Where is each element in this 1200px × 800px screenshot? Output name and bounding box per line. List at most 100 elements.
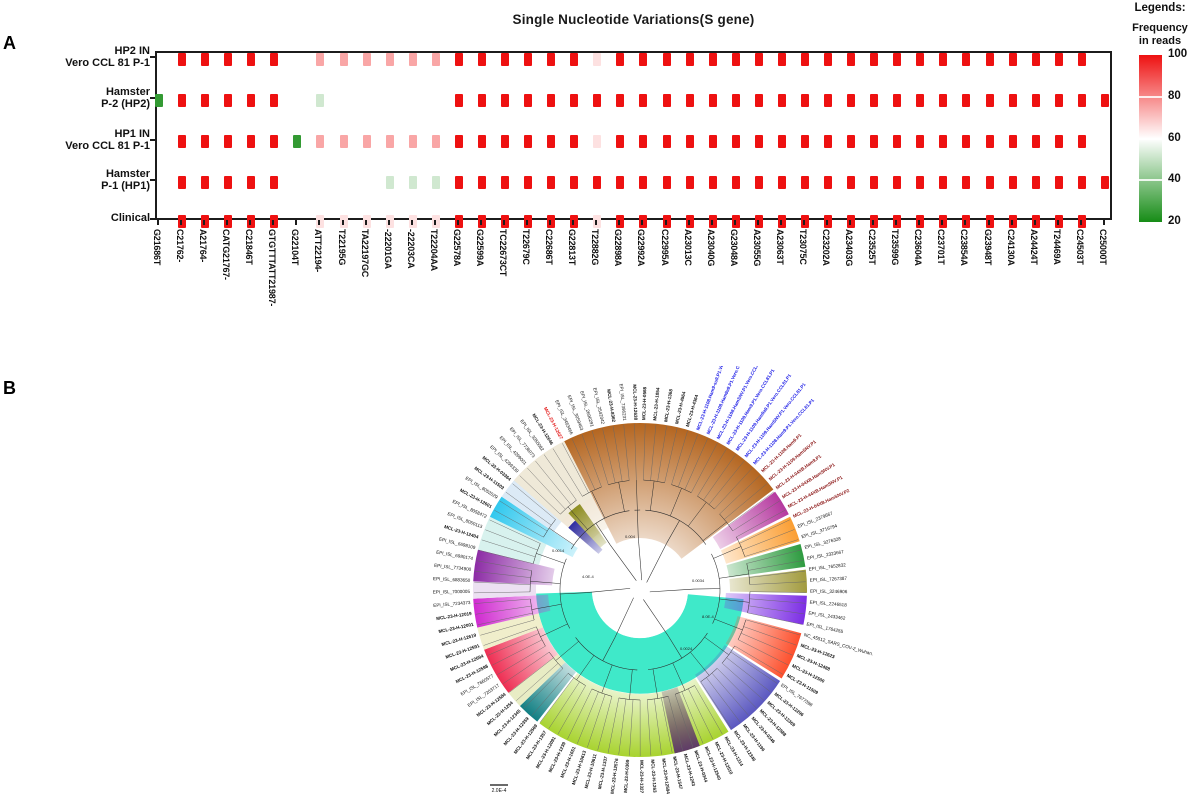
heatmap-cell (339, 135, 348, 148)
heatmap-cell (685, 93, 694, 107)
branch-root (643, 599, 669, 637)
x-axis-tick (526, 220, 529, 225)
heatmap-cell (754, 175, 763, 189)
branch-line (678, 434, 698, 487)
heatmap-column-label: TA22197GC (359, 229, 370, 278)
heatmap-cell (1008, 93, 1017, 107)
heatmap-column-label: C24503T (1074, 229, 1085, 265)
heatmap-cell (293, 135, 302, 148)
branch-line (487, 633, 540, 656)
heatmap-row-label: Clinical (110, 212, 150, 224)
y-axis-tick (150, 179, 155, 181)
heatmap-cell (477, 214, 486, 228)
colorbar-notch (1139, 95, 1162, 98)
leaf-label: NC_45512_SARS_COV-2_Wuhan. (803, 632, 873, 656)
clade-pale-tan-2 (514, 441, 593, 522)
leaf-label: EPI_ISL_2542042 (592, 387, 605, 425)
heatmap-cell (662, 52, 671, 66)
heatmap-column-label: A23040G (705, 229, 716, 267)
heatmap-column-label: G22898A (613, 229, 624, 267)
branch-line (749, 598, 806, 604)
heatmap-cell (777, 175, 786, 189)
heatmap-cell (893, 175, 902, 189)
heatmap-cell (524, 135, 533, 148)
heatmap-cell (570, 135, 579, 148)
clade-pale-blue (501, 480, 562, 532)
heatmap-cell (616, 175, 625, 189)
heatmap-cell (847, 93, 856, 107)
heatmap-cell (339, 214, 348, 228)
heatmap-column-label: C23202A (821, 229, 832, 266)
heatmap-cell (247, 93, 256, 107)
heatmap-column-label: C23701T (936, 229, 947, 265)
branch-line (485, 529, 538, 551)
heatmap-cell (985, 175, 994, 189)
heatmap-cell (685, 52, 694, 66)
heatmap-cell (1054, 175, 1063, 189)
heatmap-column-label: C22686T (544, 229, 555, 265)
x-axis-tick (272, 220, 275, 225)
heatmap-cell (1008, 135, 1017, 148)
heatmap-cell (547, 214, 556, 228)
branch-root (586, 588, 631, 593)
branch-line (483, 626, 537, 646)
heatmap-column-label: G23048A (728, 229, 739, 267)
heatmap-cell (178, 135, 187, 148)
branch-line (557, 685, 586, 735)
leaf-label: MCL-23-H-10611 (584, 753, 598, 789)
branch-line (708, 460, 745, 505)
branch-line (505, 491, 552, 526)
heatmap-cell (1100, 175, 1109, 189)
branch-stem (652, 668, 659, 699)
branch-line (721, 663, 765, 701)
branch-line (744, 539, 799, 557)
leaf-label: MCL-23-H-1054 (652, 387, 660, 421)
branch-line (523, 668, 564, 709)
heatmap-cell (477, 135, 486, 148)
branch-line (519, 475, 561, 515)
x-axis-tick (318, 220, 321, 225)
heatmap-cell (178, 93, 187, 107)
heatmap-cell (178, 175, 187, 189)
branch-line (668, 696, 683, 751)
branch-stem (688, 502, 707, 527)
branch-stem (531, 604, 562, 610)
branch-line (671, 430, 688, 485)
heatmap-cell (708, 52, 717, 66)
heatmap-row-label: HP2 IN Vero CCL 81 P-1 (65, 45, 150, 70)
heatmap-cell (454, 135, 463, 148)
branch-line (587, 694, 606, 748)
heatmap-cell (201, 93, 210, 107)
x-axis-tick (503, 220, 506, 225)
leaf-label: EPI_ISL_2246518 (809, 600, 847, 608)
heatmap-cell (916, 175, 925, 189)
heatmap-column-label: A23403G (844, 229, 855, 267)
heatmap-column-label: T23075C (797, 229, 808, 265)
scale-bar-label: 2.0E-4 (492, 788, 507, 794)
heatmap-row-label: Hamster P-1 (HP1) (101, 168, 150, 193)
heatmap-cell (224, 52, 233, 66)
heatmap-cell (477, 52, 486, 66)
inner-turquoise (536, 591, 744, 694)
x-axis-tick (572, 220, 575, 225)
heatmap-column-label: C21846T (244, 229, 255, 265)
heatmap-cell (1031, 214, 1040, 228)
heatmap-cell (800, 175, 809, 189)
heatmap-cell (1031, 93, 1040, 107)
heatmap-cell (454, 214, 463, 228)
leaf-label: MCL-23-H-12001 (438, 622, 474, 634)
heatmap-cell (501, 52, 510, 66)
branch-line (552, 448, 583, 497)
leaf-label: EPI_ISL_1764255 (806, 621, 844, 634)
heatmap-cell (985, 52, 994, 66)
branch-line (581, 434, 602, 488)
x-axis-tick (1079, 220, 1082, 225)
heatmap-cell (962, 175, 971, 189)
heatmap-cell (962, 52, 971, 66)
heatmap-cell (501, 93, 510, 107)
clade-teal (519, 662, 576, 722)
heatmap-column-label: -22201GA (382, 229, 393, 269)
heatmap-cell (939, 52, 948, 66)
heatmap-cell (893, 214, 902, 228)
heatmap-cell (477, 175, 486, 189)
